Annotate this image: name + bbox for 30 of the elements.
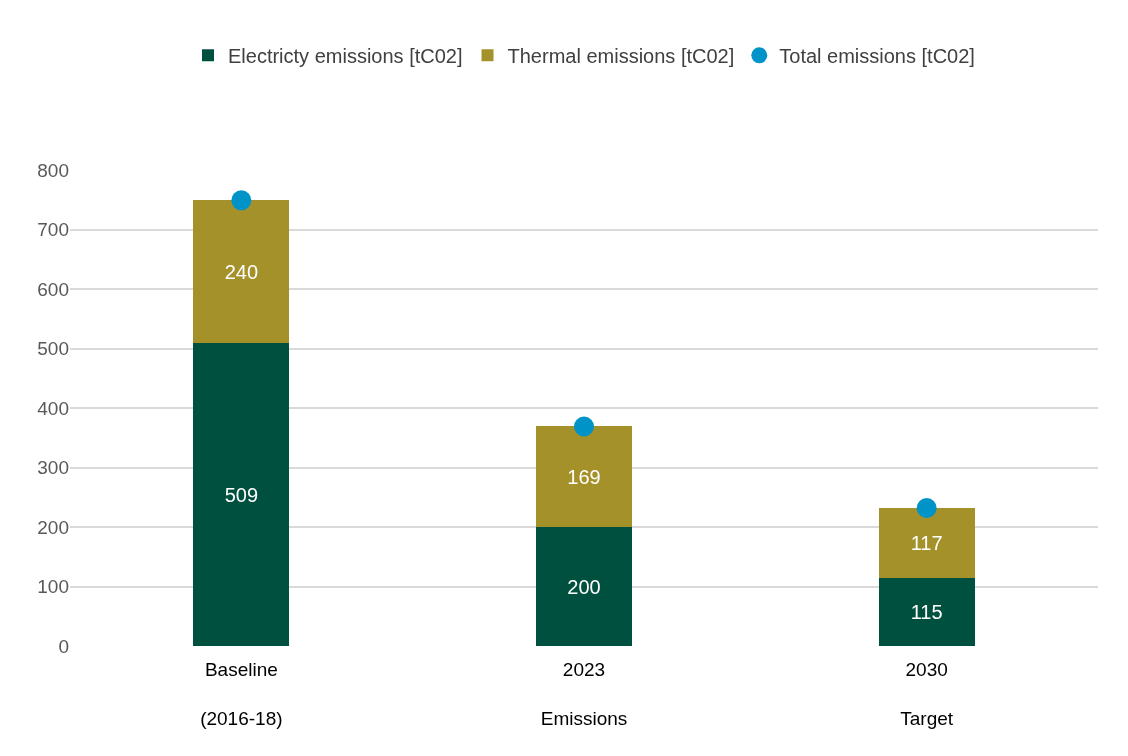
category-label: 2023 Emissions bbox=[540, 659, 628, 730]
data-label: 169 bbox=[567, 465, 601, 488]
legend-label: Total emissions [tC02] bbox=[779, 45, 975, 68]
y-tick-label: 100 bbox=[37, 576, 69, 598]
legend-label: Electricty emissions [tC02] bbox=[228, 45, 463, 68]
data-label: 509 bbox=[224, 483, 259, 506]
bar bbox=[878, 577, 975, 646]
data-label: 115 bbox=[910, 600, 943, 623]
y-tick-label: 700 bbox=[37, 219, 69, 241]
point bbox=[574, 416, 594, 437]
bar bbox=[536, 527, 632, 646]
point bbox=[231, 190, 252, 211]
bar bbox=[193, 200, 290, 344]
point bbox=[916, 497, 937, 518]
bar bbox=[878, 507, 975, 578]
bar bbox=[536, 426, 632, 527]
y-tick-label: 400 bbox=[37, 397, 69, 419]
data-label: 117 bbox=[910, 531, 943, 554]
y-tick-label: 200 bbox=[37, 516, 69, 538]
y-tick-label: 600 bbox=[37, 278, 69, 300]
category-label: 2030 Target bbox=[900, 659, 954, 730]
y-tick-label: 800 bbox=[37, 159, 69, 181]
bar bbox=[193, 343, 290, 646]
y-tick-label: 0 bbox=[58, 635, 69, 657]
data-label: 200 bbox=[567, 575, 601, 598]
data-label: 240 bbox=[224, 260, 259, 283]
category-label: Baseline (2016-18) bbox=[200, 659, 283, 730]
y-tick-label: 500 bbox=[37, 338, 69, 360]
legend-label: Thermal emissions [tC02] bbox=[507, 45, 735, 68]
y-tick-label: 300 bbox=[37, 457, 69, 479]
